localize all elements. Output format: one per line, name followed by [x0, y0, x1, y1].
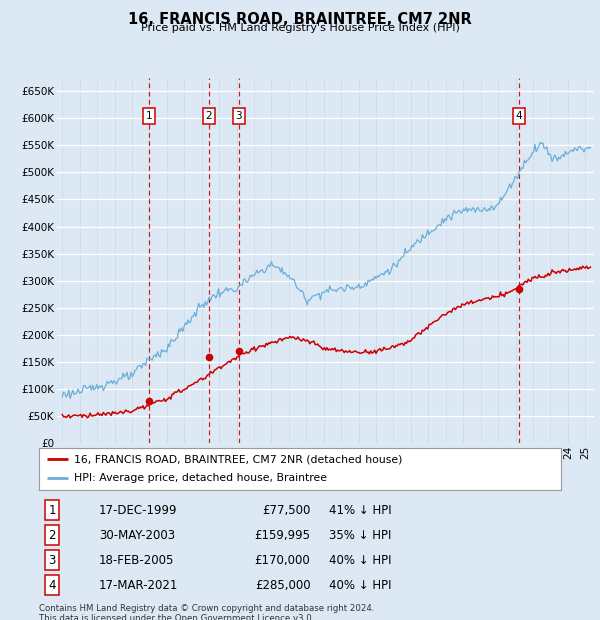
Text: 1: 1 [48, 504, 56, 516]
Text: 2: 2 [48, 529, 56, 542]
Text: 3: 3 [236, 111, 242, 121]
Text: HPI: Average price, detached house, Braintree: HPI: Average price, detached house, Brai… [74, 474, 328, 484]
Text: £159,995: £159,995 [254, 529, 310, 542]
Text: 40% ↓ HPI: 40% ↓ HPI [329, 554, 391, 567]
Text: 18-FEB-2005: 18-FEB-2005 [99, 554, 175, 567]
Text: 4: 4 [516, 111, 523, 121]
Text: 30-MAY-2003: 30-MAY-2003 [99, 529, 175, 542]
Text: 35% ↓ HPI: 35% ↓ HPI [329, 529, 391, 542]
Text: 3: 3 [49, 554, 56, 567]
Text: 16, FRANCIS ROAD, BRAINTREE, CM7 2NR: 16, FRANCIS ROAD, BRAINTREE, CM7 2NR [128, 12, 472, 27]
Text: Contains HM Land Registry data © Crown copyright and database right 2024.
This d: Contains HM Land Registry data © Crown c… [39, 604, 374, 620]
Text: 2: 2 [206, 111, 212, 121]
Text: 16, FRANCIS ROAD, BRAINTREE, CM7 2NR (detached house): 16, FRANCIS ROAD, BRAINTREE, CM7 2NR (de… [74, 454, 403, 464]
Text: 1: 1 [145, 111, 152, 121]
Text: Price paid vs. HM Land Registry's House Price Index (HPI): Price paid vs. HM Land Registry's House … [140, 23, 460, 33]
Text: 17-MAR-2021: 17-MAR-2021 [99, 578, 178, 591]
Text: 4: 4 [48, 578, 56, 591]
Text: 41% ↓ HPI: 41% ↓ HPI [329, 504, 391, 516]
Text: 40% ↓ HPI: 40% ↓ HPI [329, 578, 391, 591]
Text: 17-DEC-1999: 17-DEC-1999 [99, 504, 178, 516]
Text: £170,000: £170,000 [254, 554, 310, 567]
Text: £77,500: £77,500 [262, 504, 310, 516]
Text: £285,000: £285,000 [255, 578, 310, 591]
